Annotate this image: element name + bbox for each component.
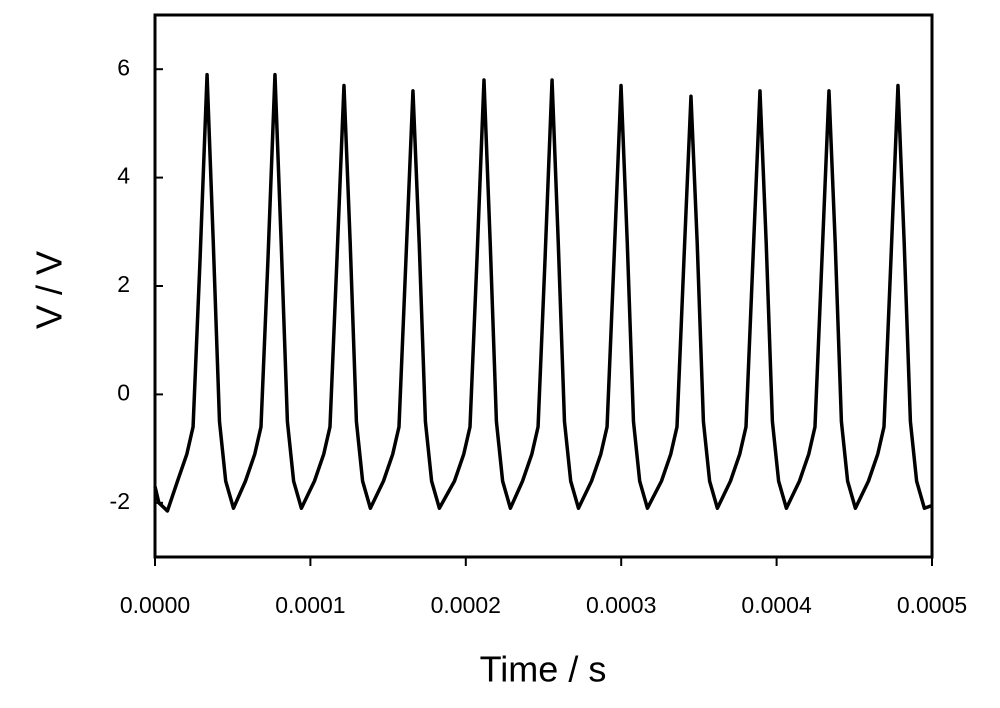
line-series bbox=[153, 72, 933, 513]
y-tick-label: 6 bbox=[117, 54, 130, 80]
y-tick-label: 0 bbox=[117, 379, 130, 405]
x-axis-label: Time / s bbox=[480, 649, 607, 690]
x-tick-label: 0.0005 bbox=[897, 592, 967, 618]
x-tick-label: 0.0004 bbox=[741, 592, 812, 618]
y-axis-label: V / V bbox=[29, 251, 70, 329]
y-tick-label: -2 bbox=[110, 488, 130, 514]
x-tick-label: 0.0000 bbox=[120, 592, 190, 618]
x-tick-label: 0.0001 bbox=[275, 592, 345, 618]
y-tick-label: 4 bbox=[117, 163, 130, 189]
x-tick-label: 0.0003 bbox=[586, 592, 656, 618]
plot-frame bbox=[153, 13, 934, 559]
x-tick-label: 0.0002 bbox=[431, 592, 501, 618]
y-tick-label: 2 bbox=[117, 271, 130, 297]
